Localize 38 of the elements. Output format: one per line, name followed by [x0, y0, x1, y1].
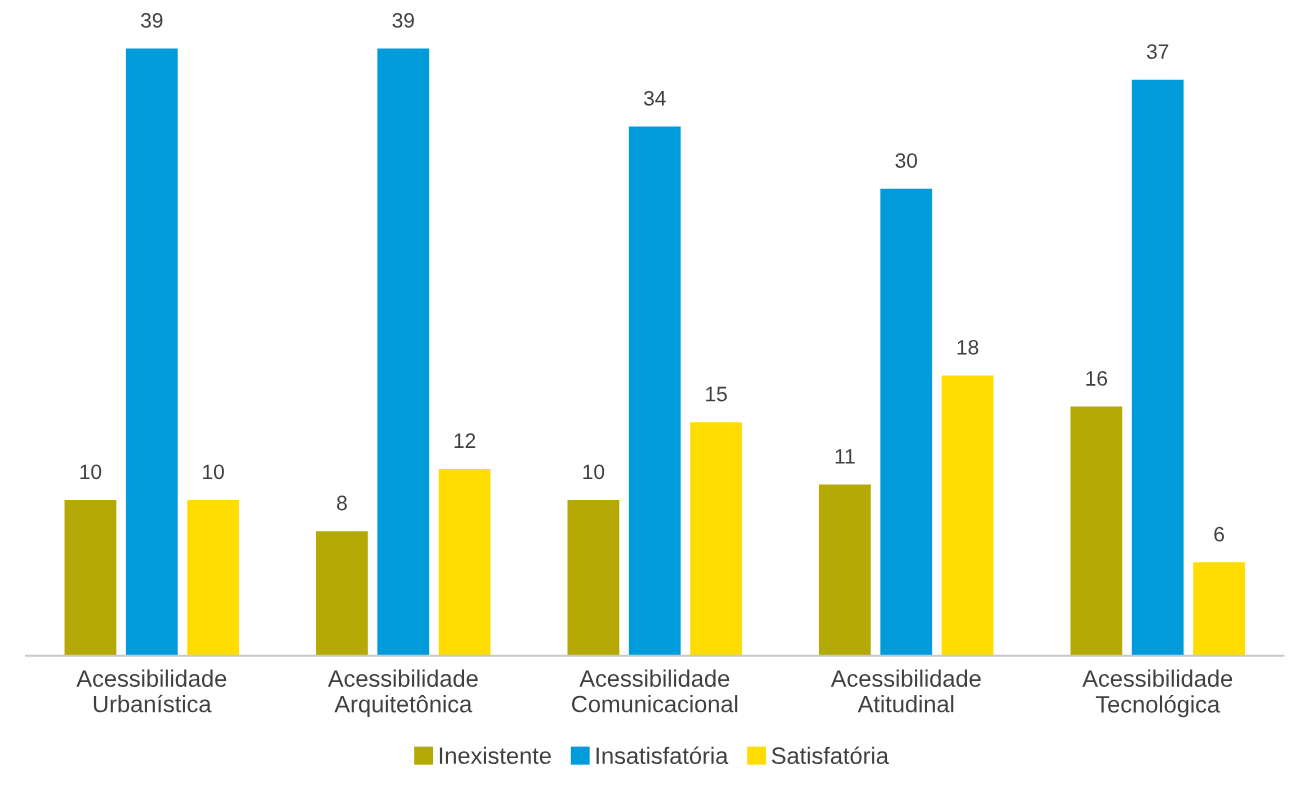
- bar: [1193, 562, 1245, 656]
- x-tick-label: Acessibilidade Tecnológica: [1082, 669, 1233, 718]
- x-tick-label: Acessibilidade Arquitetônica: [327, 669, 478, 718]
- data-label: 34: [643, 90, 666, 106]
- bar: [880, 188, 933, 656]
- data-label: 37: [1146, 44, 1169, 59]
- data-label: 39: [392, 13, 414, 28]
- data-label: 10: [80, 464, 102, 480]
- bar: [818, 484, 871, 656]
- data-label: 39: [141, 13, 163, 28]
- bar: [377, 48, 430, 656]
- data-label: 10: [583, 464, 605, 480]
- bar: [125, 48, 178, 656]
- data-label: 30: [895, 153, 918, 168]
- data-label: 18: [957, 339, 979, 355]
- legend-label: Insatisfatória: [596, 746, 729, 765]
- bar: [690, 422, 743, 656]
- bar: [438, 468, 491, 656]
- legend-label: Satisfatória: [771, 746, 889, 765]
- bar: [316, 531, 368, 656]
- bar: [567, 500, 620, 656]
- data-label: 16: [1086, 371, 1108, 386]
- data-label: 15: [706, 386, 727, 402]
- x-tick-label: Acessibilidade Comunicacional: [571, 669, 738, 713]
- bar: [64, 500, 117, 656]
- data-label: 10: [203, 464, 224, 480]
- data-label: 12: [454, 433, 476, 448]
- x-tick-label: Acessibilidade Urbanística: [76, 669, 227, 713]
- data-label: 6: [1214, 526, 1224, 542]
- data-label: 11: [835, 449, 855, 464]
- bar: [628, 126, 681, 656]
- data-label: 8: [337, 495, 347, 511]
- bar: [1070, 406, 1123, 656]
- x-tick-label: Acessibilidade Atitudinal: [830, 669, 981, 713]
- legend-label: Inexistente: [439, 746, 551, 765]
- bar: [187, 500, 240, 656]
- bar: [941, 375, 994, 656]
- bar: [1131, 79, 1184, 656]
